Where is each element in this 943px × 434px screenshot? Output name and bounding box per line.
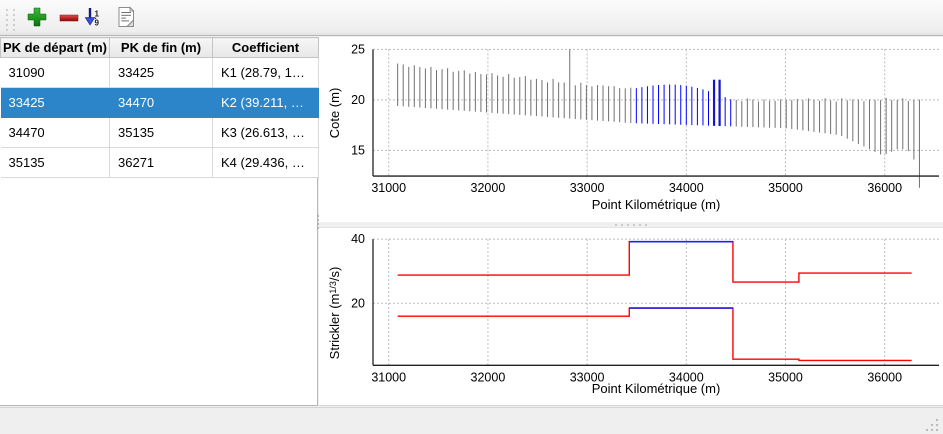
svg-text:Point Kilométrique (m): Point Kilométrique (m): [592, 381, 721, 396]
svg-text:33000: 33000: [570, 181, 605, 195]
svg-text:20: 20: [351, 296, 365, 310]
svg-text:Point Kilométrique (m): Point Kilométrique (m): [592, 197, 721, 212]
svg-text:36000: 36000: [867, 370, 902, 384]
svg-text:Cote (m): Cote (m): [327, 88, 342, 139]
svg-text:31000: 31000: [371, 370, 406, 384]
svg-text:25: 25: [351, 42, 365, 56]
svg-text:20: 20: [351, 93, 365, 107]
svg-text:9: 9: [95, 19, 100, 28]
svg-text:31000: 31000: [371, 181, 406, 195]
svg-text:Strickler (m1/3/s): Strickler (m1/3/s): [327, 267, 342, 360]
svg-text:32000: 32000: [471, 181, 506, 195]
svg-text:40: 40: [351, 232, 365, 246]
svg-text:36000: 36000: [867, 181, 902, 195]
svg-text:32000: 32000: [471, 370, 506, 384]
svg-text:35000: 35000: [768, 181, 803, 195]
svg-text:15: 15: [351, 143, 365, 157]
svg-text:35000: 35000: [768, 370, 803, 384]
svg-text:34000: 34000: [669, 181, 704, 195]
